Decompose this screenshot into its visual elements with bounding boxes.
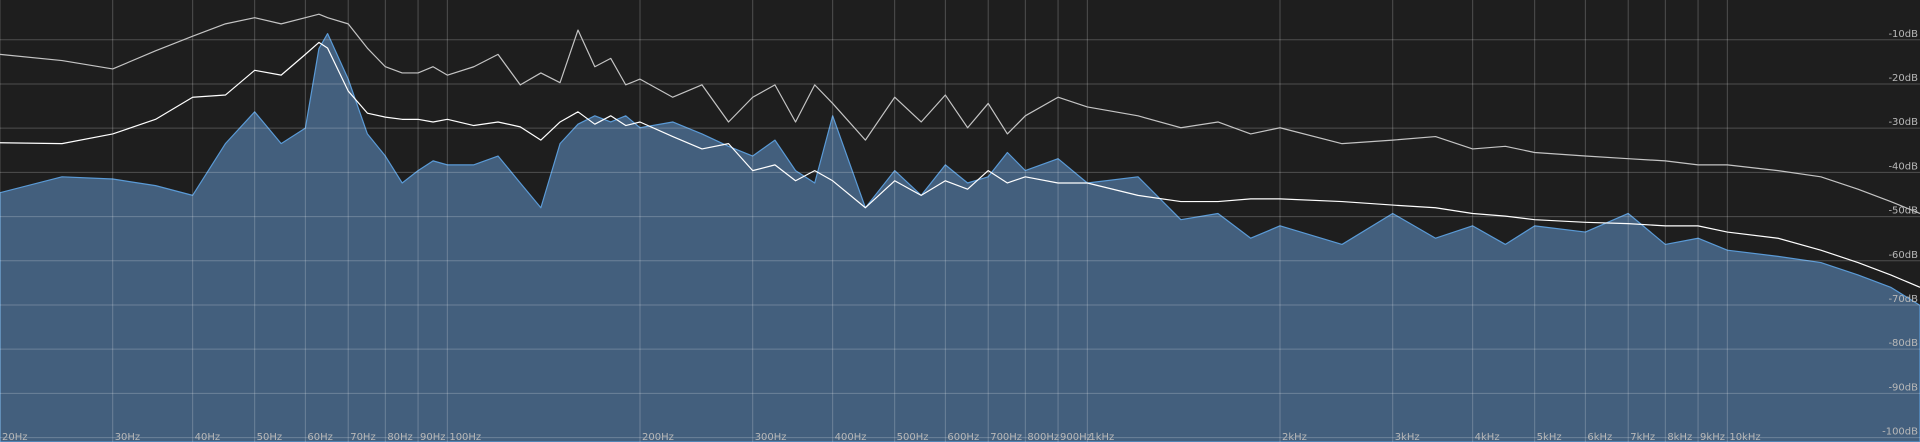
x-tick-label: 300Hz	[755, 432, 787, 442]
x-tick-label: 200Hz	[642, 432, 674, 442]
y-tick-label: -80dB	[1888, 338, 1918, 349]
y-tick-label: -60dB	[1888, 250, 1918, 261]
x-tick-label: 5kHz	[1537, 432, 1562, 442]
x-tick-label: 8kHz	[1667, 432, 1692, 442]
y-tick-label: -20dB	[1888, 73, 1918, 84]
x-tick-label: 40Hz	[195, 432, 221, 442]
x-tick-label: 600Hz	[947, 432, 979, 442]
y-tick-label: -100dB	[1882, 427, 1918, 438]
x-tick-label: 20Hz	[2, 432, 28, 442]
x-tick-label: 7kHz	[1630, 432, 1655, 442]
x-tick-label: 70Hz	[350, 432, 376, 442]
spectrum-line	[0, 41, 1920, 288]
x-tick-label: 60Hz	[307, 432, 333, 442]
x-tick-label: 900Hz	[1060, 432, 1092, 442]
x-tick-label: 2kHz	[1282, 432, 1307, 442]
x-tick-label: 80Hz	[387, 432, 413, 442]
y-tick-label: -30dB	[1888, 117, 1918, 128]
x-tick-label: 500Hz	[897, 432, 929, 442]
spectrum-line	[0, 13, 1920, 215]
y-tick-label: -50dB	[1888, 206, 1918, 217]
x-tick-label: 6kHz	[1587, 432, 1612, 442]
x-tick-label: 50Hz	[257, 432, 283, 442]
x-tick-label: 4kHz	[1475, 432, 1500, 442]
x-tick-label: 9kHz	[1700, 432, 1725, 442]
x-tick-label: 10kHz	[1729, 432, 1760, 442]
x-tick-label: 700Hz	[990, 432, 1022, 442]
y-tick-label: -70dB	[1888, 294, 1918, 305]
spectrum-area	[0, 32, 1920, 442]
x-tick-label: 1kHz	[1089, 432, 1114, 442]
y-tick-label: -40dB	[1888, 161, 1918, 172]
x-tick-label: 800Hz	[1027, 432, 1059, 442]
y-tick-label: -90dB	[1888, 382, 1918, 393]
x-tick-label: 3kHz	[1395, 432, 1420, 442]
x-tick-label: 30Hz	[115, 432, 140, 442]
x-tick-label: 90Hz	[420, 432, 446, 442]
x-tick-label: 100Hz	[449, 432, 481, 442]
y-tick-label: -10dB	[1888, 29, 1918, 40]
x-tick-label: 400Hz	[835, 432, 867, 442]
